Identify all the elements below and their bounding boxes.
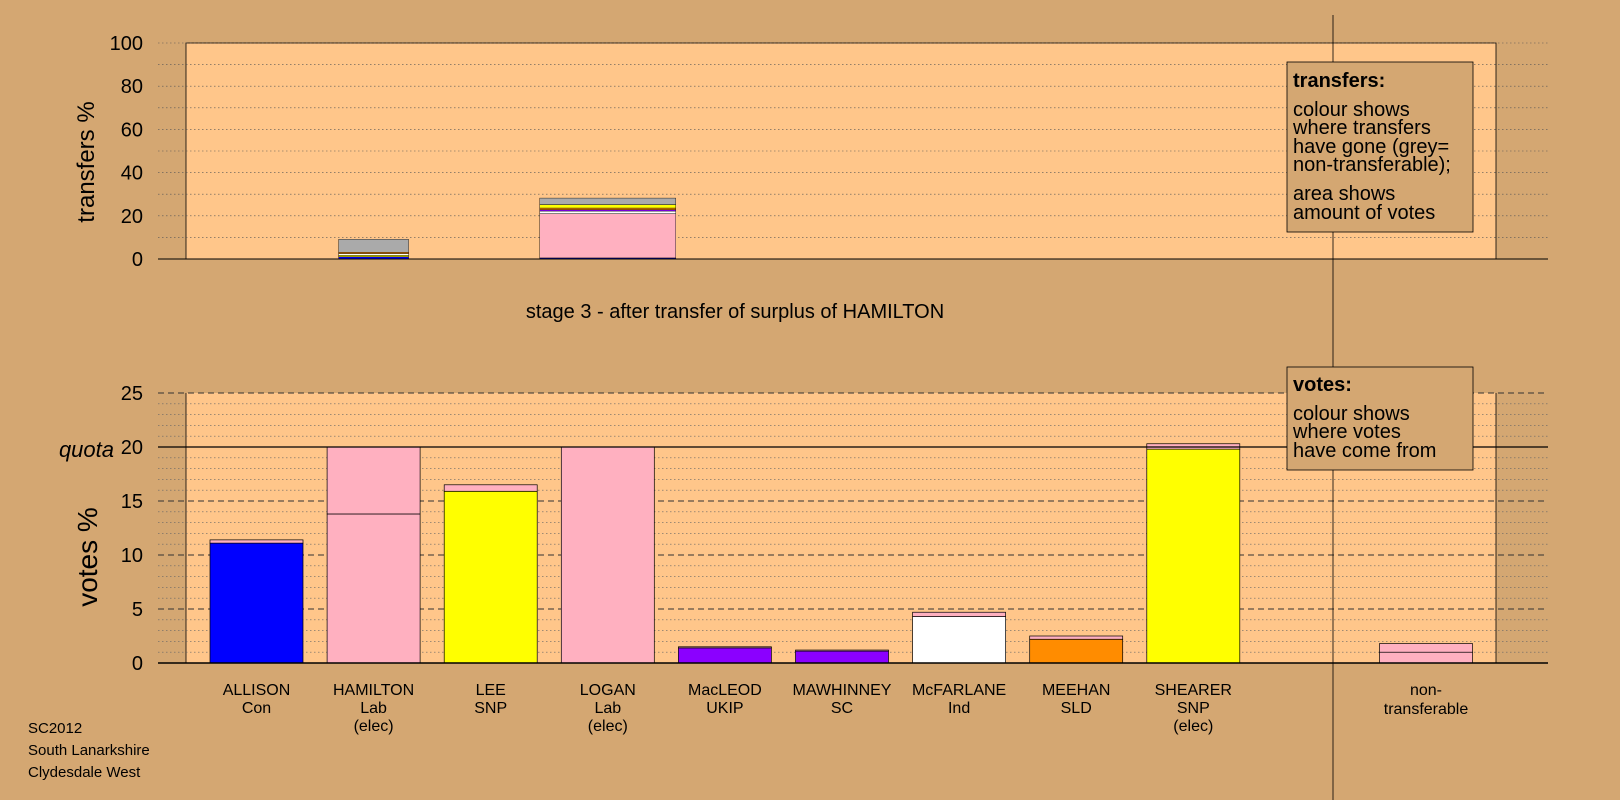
nontransferable-bar-segment (1379, 643, 1473, 653)
candidate-label: (elec) (354, 718, 394, 735)
vote-bar-segment (912, 611, 1006, 617)
footer-council: South Lanarkshire (28, 742, 150, 759)
candidate-label: SLD (1061, 700, 1092, 717)
vote-bar-segment (443, 490, 538, 664)
candidate-label: MacLEOD (688, 682, 762, 699)
bottom-y-tick-label: 0 (132, 653, 143, 675)
vote-bar-segment (209, 542, 304, 664)
candidate-label: McFARLANE (912, 682, 1006, 699)
candidate-label: HAMILTON (333, 682, 414, 699)
bottom-y-tick-label: 15 (121, 491, 143, 513)
footer-election: SC2012 (28, 720, 83, 737)
candidate-label: MEEHAN (1042, 682, 1110, 699)
bottom-y-axis-label: votes % (72, 507, 103, 607)
vote-bar-segment (560, 446, 655, 664)
top-y-tick-label: 80 (121, 76, 143, 98)
votes-legend-title: votes: (1293, 374, 1352, 396)
vote-bar-segment (326, 446, 421, 515)
bottom-y-tick-labels: 0 5 10 15 20 25 (121, 383, 143, 675)
transfer-bar-segment (539, 207, 676, 210)
candidate-label: LEE (476, 682, 506, 699)
top-y-tick-labels: 0 20 40 60 80 100 (110, 33, 143, 271)
transfers-legend-title: transfers: (1293, 70, 1385, 92)
candidate-label: Ind (948, 700, 970, 717)
votes-legend-line: have come from (1293, 440, 1436, 462)
top-bars (338, 197, 676, 260)
stage-subtitle: stage 3 - after transfer of surplus of H… (526, 301, 944, 323)
top-y-tick-label: 0 (132, 249, 143, 271)
top-plot-area (185, 42, 1497, 260)
bottom-y-tick-label: 20 (121, 437, 143, 459)
transfers-legend: transfers: colour shows where transfers … (1286, 61, 1474, 233)
candidate-label: MAWHINNEY (793, 682, 892, 699)
votes-legend: votes: colour shows where votes have com… (1286, 366, 1474, 471)
quota-label: quota (59, 437, 114, 462)
top-y-tick-label: 20 (121, 206, 143, 228)
transfers-legend-line: colour shows (1293, 99, 1410, 121)
candidate-label: UKIP (706, 700, 743, 717)
candidate-label: ALLISON (223, 682, 291, 699)
transfers-legend-line: where transfers (1292, 117, 1431, 139)
vote-bar-segment (795, 650, 889, 664)
candidate-label: Con (242, 700, 271, 717)
vote-bar-segment (209, 539, 304, 544)
nontransferable-label-line2: transferable (1384, 701, 1469, 718)
vote-bar-segment (912, 616, 1006, 664)
votes-legend-line: where votes (1292, 421, 1401, 443)
nontransferable-bar-segment (1379, 651, 1473, 664)
candidate-label: Lab (594, 700, 621, 717)
vote-bar-segment (326, 513, 421, 664)
candidate-label: LOGAN (580, 682, 636, 699)
vote-bar-segment (678, 647, 772, 664)
transfers-legend-line: area shows (1293, 183, 1395, 205)
footer-ward: Clydesdale West (28, 764, 141, 781)
vote-bar-segment (1029, 638, 1124, 664)
bottom-y-tick-label: 10 (121, 545, 143, 567)
top-y-tick-label: 100 (110, 33, 143, 55)
bottom-y-tick-label: 5 (132, 599, 143, 621)
vote-bar-segment (1029, 635, 1124, 640)
top-y-tick-label: 40 (121, 163, 143, 185)
candidate-label: SNP (474, 700, 507, 717)
transfers-legend-line: amount of votes (1293, 202, 1435, 224)
transfer-bar-segment (539, 213, 676, 259)
transfer-bar-segment (338, 255, 409, 258)
transfer-bar-segment (539, 210, 676, 214)
vote-bar-segment (678, 646, 772, 649)
transfer-bar-segment (338, 239, 409, 253)
top-y-tick-label: 60 (121, 119, 143, 141)
transfer-bar-segment (338, 253, 409, 256)
candidate-label: SC (831, 700, 853, 717)
top-y-axis-label: transfers % (73, 101, 100, 222)
bottom-y-tick-label: 25 (121, 383, 143, 405)
vote-bar-segment (1146, 448, 1241, 664)
nontransferable-label-line1: non- (1410, 682, 1442, 699)
candidate-label: SNP (1177, 700, 1210, 717)
vote-bar-segment (443, 484, 538, 492)
transfers-legend-line: have gone (grey= (1293, 136, 1449, 158)
transfer-bar-segment (539, 197, 676, 205)
candidate-labels: ALLISONConHAMILTONLab(elec)LEESNPLOGANLa… (223, 682, 1232, 735)
candidate-label: (elec) (1173, 718, 1213, 735)
transfer-bar-segment (539, 204, 676, 209)
candidate-label: Lab (360, 700, 387, 717)
candidate-label: SHEARER (1155, 682, 1232, 699)
votes-legend-line: colour shows (1293, 403, 1410, 425)
candidate-label: (elec) (588, 718, 628, 735)
transfers-legend-line: non-transferable); (1293, 154, 1451, 176)
vote-bar-segment (795, 649, 889, 652)
